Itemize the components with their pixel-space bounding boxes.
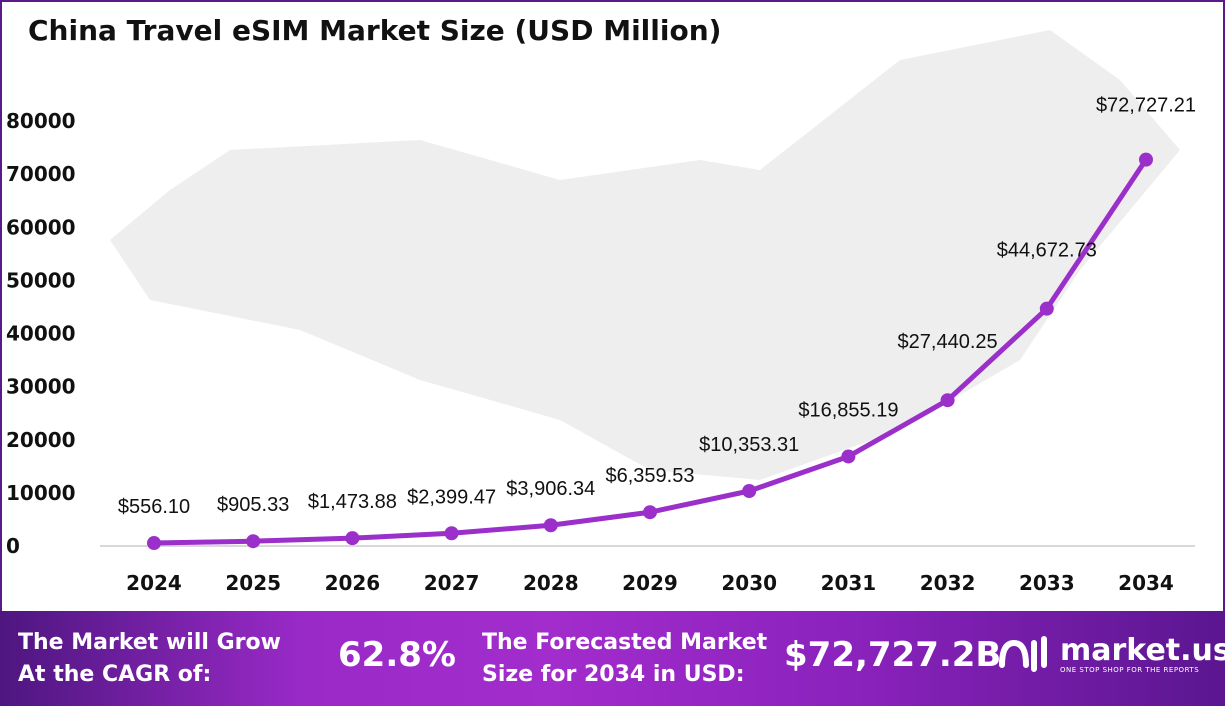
data-label: $2,399.47 [407,486,496,508]
y-tick-label: 0 [6,534,20,558]
data-point [940,393,955,408]
x-tick-label: 2032 [920,571,976,595]
cagr-label: The Market will Grow At the CAGR of: [18,627,281,691]
x-tick-label: 2025 [225,571,281,595]
data-point [742,483,757,498]
data-label: $10,353.31 [699,434,799,456]
data-point [345,531,360,546]
data-label: $905.33 [217,494,289,516]
y-tick-label: 10000 [6,481,76,505]
x-tick-label: 2028 [523,571,579,595]
data-point [147,536,161,551]
cagr-label-line1: The Market will Grow [18,630,281,655]
x-tick-label: 2030 [721,571,777,595]
brand-tagline: ONE STOP SHOP FOR THE REPORTS [1060,666,1200,674]
x-tick-label: 2026 [325,571,381,595]
data-point [643,505,657,520]
forecast-label-line1: The Forecasted Market [482,630,768,655]
data-label: $3,906.34 [506,478,595,500]
brand-name: market.us [1060,633,1225,668]
y-tick-label: 50000 [6,268,76,292]
data-label: $556.10 [118,496,190,518]
china-map-background [110,30,1180,480]
line-chart: 0 10000 20000 30000 40000 50000 60000 70000 8000… [6,30,1196,595]
data-label: $72,727.21 [1096,95,1196,117]
data-label: $1,473.88 [308,491,397,513]
data-label: $6,359.53 [606,465,695,487]
y-tick-label: 80000 [6,109,76,133]
y-tick-label: 20000 [6,428,76,452]
y-tick-label: 30000 [6,375,76,399]
data-label: $44,672.73 [997,240,1097,262]
cagr-label-line2: At the CAGR of: [18,662,212,687]
data-point [841,449,856,464]
forecast-label-line2: Size for 2034 in USD: [482,662,745,687]
x-tick-label: 2024 [126,571,182,595]
cagr-value: 62.8% [338,635,456,675]
forecast-label: The Forecasted Market Size for 2034 in US… [482,627,767,691]
y-tick-label: 40000 [6,322,76,346]
y-tick-label: 70000 [6,162,76,186]
x-tick-label: 2033 [1019,571,1075,595]
data-point [246,534,261,549]
data-label: $16,855.19 [798,399,898,421]
market-us-logo: market.us ONE STOP SHOP FOR THE REPORTS [998,635,1225,675]
y-tick-label: 60000 [6,215,76,239]
x-tick-label: 2029 [622,571,678,595]
data-point [1039,301,1054,316]
data-point [444,526,459,541]
data-point [543,518,558,533]
market-us-logo-icon [999,636,1047,672]
x-tick-label: 2034 [1118,571,1174,595]
x-tick-label: 2027 [424,571,480,595]
forecast-value: $72,727.2B [784,635,1002,675]
data-point [1139,152,1153,167]
chart-title: China Travel eSIM Market Size (USD Milli… [28,14,722,47]
x-tick-label: 2031 [821,571,877,595]
data-label: $27,440.25 [898,331,998,353]
footer-banner: The Market will Grow At the CAGR of: 62.8… [0,611,1225,706]
